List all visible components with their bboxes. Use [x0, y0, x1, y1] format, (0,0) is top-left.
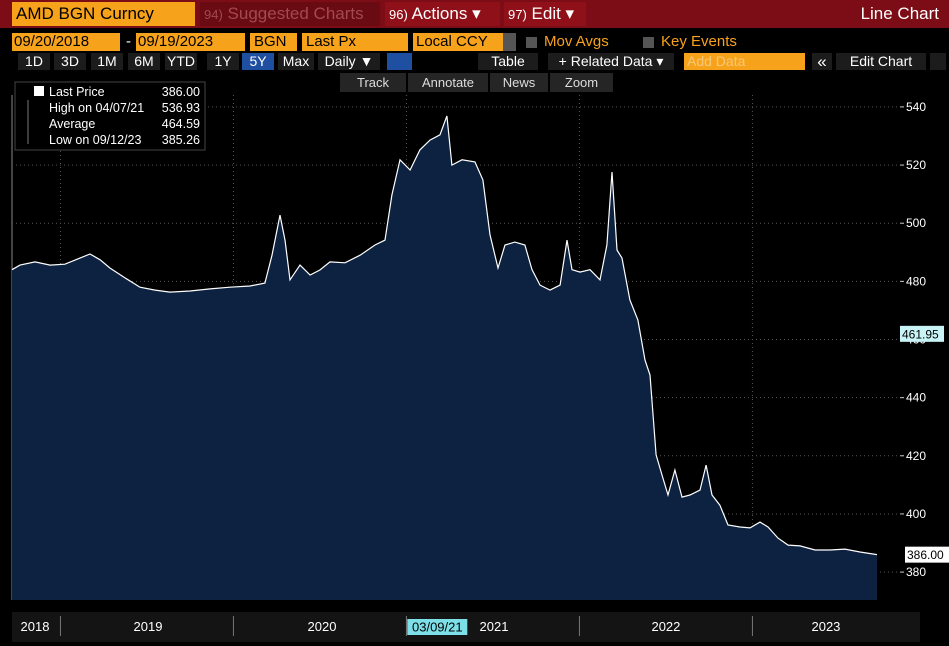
tool-button[interactable]: Annotate	[408, 73, 488, 92]
menu-label: Suggested Charts	[227, 4, 364, 23]
menu-label: Edit ▾	[531, 4, 575, 23]
legend-value: 464.59	[162, 117, 200, 131]
period-button[interactable]: 3D	[54, 53, 86, 70]
y-tick-label: 480	[906, 274, 926, 288]
cursor-value-box	[900, 325, 944, 342]
source-input[interactable]: BGN	[250, 33, 297, 51]
settings-gear[interactable]	[930, 53, 946, 70]
legend-value: 386.00	[162, 85, 200, 99]
x-tick-label: 2022	[651, 619, 680, 634]
x-tick-label: 2020	[308, 619, 337, 634]
cursor-value: 461.95	[902, 327, 939, 341]
menu-button[interactable]: 96) Actions ▾	[385, 2, 500, 26]
y-tick-label: 420	[906, 449, 926, 463]
period-button[interactable]: YTD	[165, 53, 197, 70]
period-button[interactable]: 6M	[128, 53, 160, 70]
menu-key: 94)	[204, 7, 223, 22]
mov-avgs[interactable]: Mov Avgs	[544, 33, 609, 50]
y-tick-label: 520	[906, 158, 926, 172]
period-button[interactable]: Max	[278, 53, 314, 70]
cursor-date-box	[407, 619, 468, 635]
legend-value: 385.26	[162, 133, 200, 147]
key-events[interactable]: Key Events	[661, 33, 737, 50]
menu-key: 96)	[389, 7, 408, 22]
menu-button[interactable]: 97) Edit ▾	[504, 2, 586, 26]
checkbox[interactable]	[526, 37, 537, 48]
y-tick-label: 500	[906, 216, 926, 230]
menu-label: Actions ▾	[411, 4, 481, 23]
collapse[interactable]: «	[812, 53, 832, 70]
menu-key: 97)	[508, 7, 527, 22]
checkbox[interactable]	[643, 37, 654, 48]
legend-value: 536.93	[162, 101, 200, 115]
x-tick-label: 2019	[134, 619, 163, 634]
area	[12, 115, 877, 601]
frequency[interactable]: Daily ▼	[318, 53, 380, 70]
x-tick-label: 2023	[811, 619, 840, 634]
legend-box	[14, 81, 206, 151]
table-button[interactable]: Table	[478, 53, 538, 70]
legend-label: High on 04/07/21	[49, 101, 144, 115]
field-input[interactable]: Last Px	[302, 33, 408, 51]
period-button[interactable]: 5Y	[242, 53, 274, 70]
y-tick-label: 380	[906, 565, 926, 579]
period-button[interactable]: 1Y	[207, 53, 239, 70]
tool-button[interactable]: News	[490, 73, 548, 92]
x-tick-label: 2021	[480, 619, 509, 634]
chart-type: Line Chart	[860, 4, 939, 23]
x-tick-label: 2018	[21, 619, 50, 634]
menu-button[interactable]: 94) Suggested Charts	[200, 2, 380, 26]
currency-input[interactable]: Local CCY	[413, 33, 503, 51]
cursor-date: 03/09/21	[412, 620, 463, 635]
currency-dropdown[interactable]	[503, 33, 516, 51]
edit-chart[interactable]: Edit Chart	[836, 53, 926, 70]
y-tick-label: 540	[906, 100, 926, 114]
date-separator: -	[126, 33, 131, 50]
line-icon-button[interactable]	[387, 53, 412, 70]
y-tick-label: 400	[906, 507, 926, 521]
last-value: 386.00	[907, 548, 944, 562]
legend-label: Average	[49, 117, 95, 131]
period-button[interactable]: 1D	[18, 53, 50, 70]
tool-button[interactable]: Track	[340, 73, 406, 92]
tool-button[interactable]: Zoom	[550, 73, 613, 92]
security-input[interactable]: AMD BGN Curncy	[12, 2, 195, 26]
end-date[interactable]: 09/19/2023	[136, 33, 245, 51]
price-line	[11, 115, 878, 556]
start-date[interactable]: 09/20/2018	[12, 33, 120, 51]
legend-label: Low on 09/12/23	[49, 133, 141, 147]
add-data[interactable]: Add Data	[684, 53, 805, 70]
legend-swatch	[34, 86, 44, 96]
related-data[interactable]: + Related Data ▾	[548, 53, 674, 70]
period-button[interactable]: 1M	[91, 53, 123, 70]
legend-label: Last Price	[49, 85, 105, 99]
last-value-box	[905, 546, 949, 563]
y-tick-label: 440	[906, 391, 926, 405]
